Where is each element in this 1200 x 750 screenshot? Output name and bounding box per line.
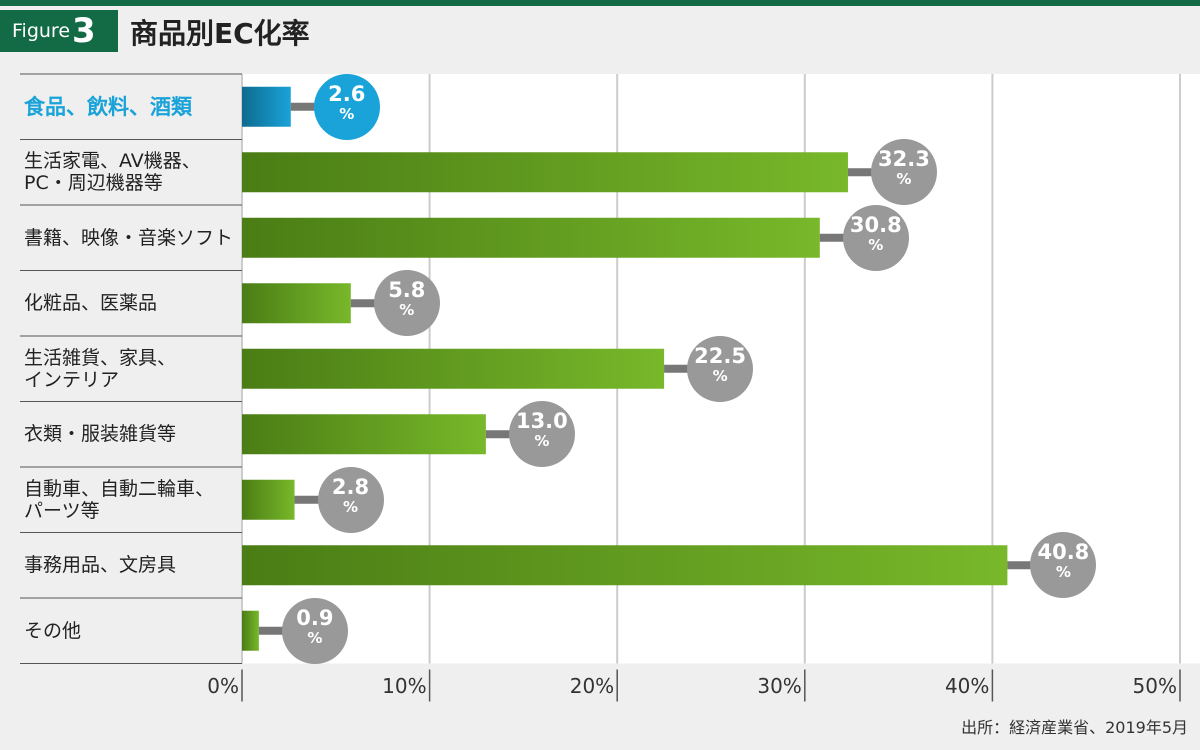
x-tick-label: 30% bbox=[757, 674, 802, 698]
unit-label: % bbox=[534, 432, 550, 451]
bar bbox=[242, 610, 259, 651]
bar bbox=[242, 348, 665, 389]
bar bbox=[242, 283, 351, 324]
figure-number: 3 bbox=[72, 11, 96, 51]
figure-badge: Figure 3 bbox=[0, 10, 118, 52]
unit-label: % bbox=[1055, 563, 1071, 582]
x-tick-label: 0% bbox=[207, 674, 239, 698]
data-label: 2.8 bbox=[331, 474, 370, 499]
unit-label: % bbox=[896, 170, 912, 189]
data-label: 5.8 bbox=[388, 278, 426, 303]
value-bubble: 0.9% bbox=[281, 597, 348, 664]
bar bbox=[242, 217, 820, 258]
bar bbox=[242, 545, 1008, 586]
value-bubble: 32.3% bbox=[870, 139, 937, 206]
data-label: 0.9 bbox=[296, 605, 334, 630]
bar bbox=[242, 86, 291, 127]
data-label: 22.5 bbox=[694, 343, 746, 368]
category-label: その他 bbox=[24, 619, 82, 642]
x-tick-label: 10% bbox=[382, 674, 427, 698]
category-label: 生活雑貨、家具、 インテリア bbox=[24, 346, 177, 391]
unit-label: % bbox=[339, 104, 355, 123]
data-label: 40.8 bbox=[1037, 540, 1090, 565]
category-label: 化粧品、医薬品 bbox=[24, 292, 158, 314]
value-bubble: 22.5% bbox=[687, 335, 754, 402]
value-bubble: 13.0% bbox=[508, 401, 575, 468]
unit-label: % bbox=[307, 628, 323, 647]
bar bbox=[242, 479, 295, 520]
data-label: 2.6 bbox=[328, 81, 366, 106]
figure-label: Figure bbox=[12, 20, 71, 42]
bar bbox=[242, 152, 848, 193]
value-bubble: 2.8% bbox=[317, 466, 384, 533]
x-tick-label: 40% bbox=[944, 674, 990, 698]
value-bubble: 30.8% bbox=[842, 204, 909, 271]
category-label: 食品、飲料、酒類 bbox=[24, 94, 192, 119]
value-bubble: 2.6% bbox=[313, 73, 380, 140]
value-bubble: 40.8% bbox=[1030, 532, 1097, 599]
category-label: 書籍、映像・音楽ソフト bbox=[24, 226, 234, 249]
data-label: 32.3 bbox=[878, 147, 930, 172]
chart-title: 商品別EC化率 bbox=[130, 17, 310, 50]
bar bbox=[242, 414, 486, 455]
data-label: 30.8 bbox=[849, 212, 902, 237]
unit-label: % bbox=[868, 235, 884, 254]
category-label: 生活家電、AV機器、 PC・周辺機器等 bbox=[24, 150, 201, 194]
category-label: 衣類・服装雑貨等 bbox=[24, 423, 177, 445]
data-label: 13.0 bbox=[515, 409, 568, 434]
unit-label: % bbox=[343, 497, 359, 516]
source-note: 出所：経済産業省、2019年5月 bbox=[961, 718, 1188, 737]
unit-label: % bbox=[399, 301, 415, 320]
top-bar bbox=[0, 0, 1200, 6]
category-label: 事務用品、文房具 bbox=[24, 554, 177, 576]
x-tick-label: 20% bbox=[569, 674, 615, 698]
category-label: 自動車、自動二輪車、 パーツ等 bbox=[24, 477, 215, 522]
value-bubble: 5.8% bbox=[373, 270, 440, 337]
unit-label: % bbox=[712, 366, 728, 385]
x-tick-label: 50% bbox=[1132, 674, 1177, 698]
